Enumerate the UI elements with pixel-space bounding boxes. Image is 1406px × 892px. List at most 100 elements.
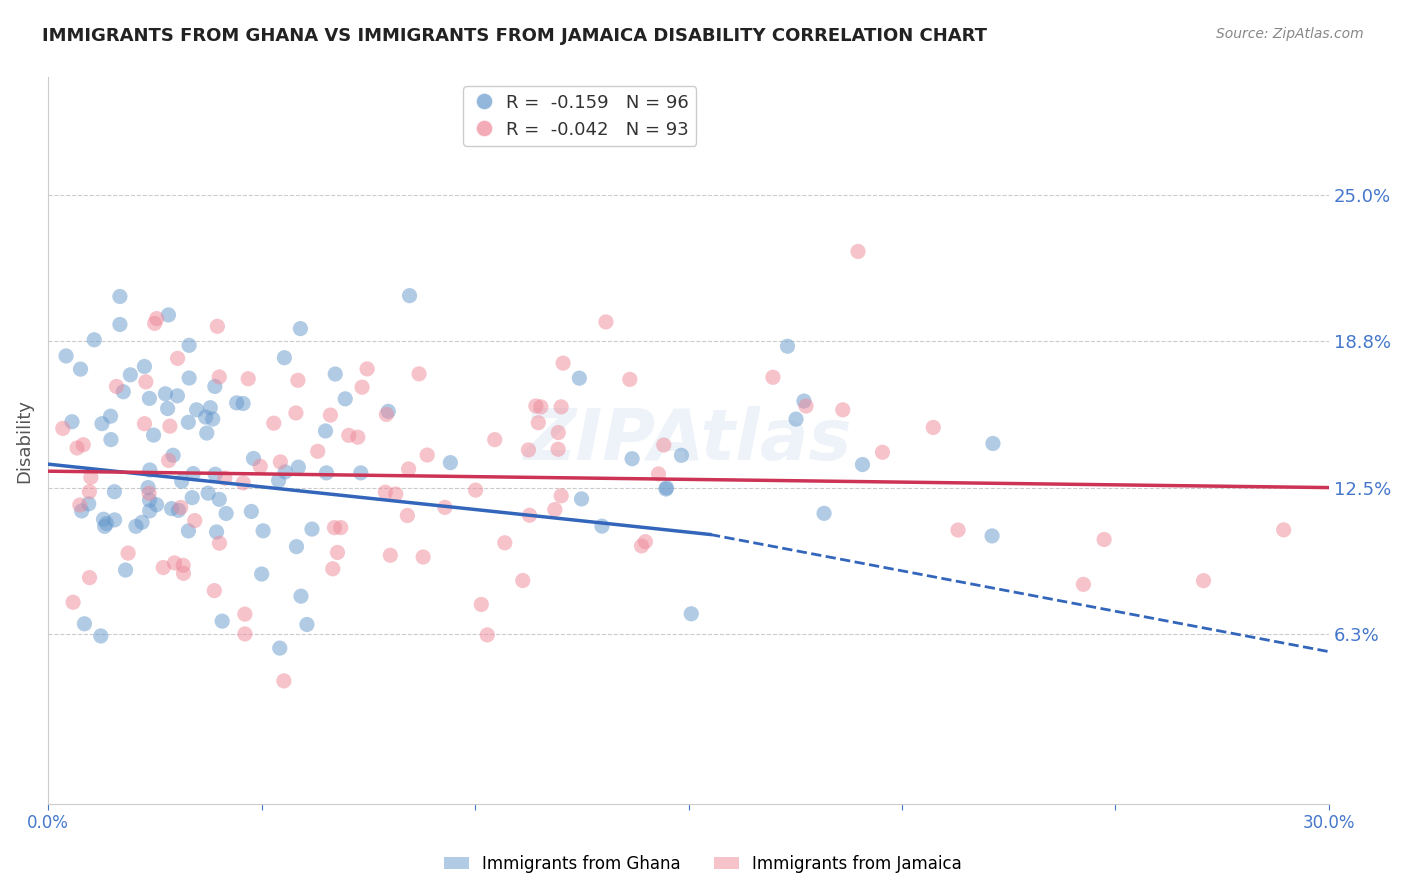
Immigrants from Jamaica: [527, 416, 550, 430]
Immigrants from Jamaica: [794, 399, 817, 413]
Immigrants from Ghana: [197, 486, 219, 500]
Immigrants from Ghana: [167, 503, 190, 517]
Immigrants from Jamaica: [384, 487, 406, 501]
Immigrants from Ghana: [157, 308, 180, 322]
Immigrants from Ghana: [240, 504, 263, 518]
Immigrants from Ghana: [398, 288, 420, 302]
Immigrants from Jamaica: [634, 534, 657, 549]
Immigrants from Ghana: [120, 368, 142, 382]
Immigrants from Jamaica: [356, 362, 378, 376]
Immigrants from Ghana: [225, 396, 247, 410]
Immigrants from Jamaica: [872, 445, 894, 459]
Immigrants from Ghana: [205, 524, 228, 539]
Immigrants from Ghana: [93, 519, 115, 533]
Immigrants from Jamaica: [652, 438, 675, 452]
Immigrants from Ghana: [138, 392, 160, 406]
Immigrants from Ghana: [145, 498, 167, 512]
Immigrants from Ghana: [335, 392, 357, 406]
Immigrants from Ghana: [793, 394, 815, 409]
Immigrants from Ghana: [108, 318, 131, 332]
Immigrants from Jamaica: [550, 400, 572, 414]
Immigrants from Jamaica: [323, 520, 346, 534]
Immigrants from Jamaica: [547, 442, 569, 457]
Immigrants from Jamaica: [166, 351, 188, 366]
Immigrants from Ghana: [179, 371, 201, 385]
Immigrants from Jamaica: [524, 399, 547, 413]
Immigrants from Jamaica: [145, 311, 167, 326]
Immigrants from Jamaica: [208, 370, 231, 384]
Immigrants from Ghana: [568, 371, 591, 385]
Immigrants from Ghana: [114, 563, 136, 577]
Immigrants from Jamaica: [326, 545, 349, 559]
Immigrants from Ghana: [242, 451, 264, 466]
Immigrants from Ghana: [200, 401, 222, 415]
Immigrants from Ghana: [104, 513, 127, 527]
Immigrants from Jamaica: [172, 566, 194, 581]
Immigrants from Jamaica: [69, 498, 91, 512]
Immigrants from Ghana: [170, 475, 193, 489]
Immigrants from Jamaica: [135, 375, 157, 389]
Immigrants from Ghana: [813, 507, 835, 521]
Immigrants from Jamaica: [329, 520, 352, 534]
Immigrants from Ghana: [204, 379, 226, 393]
Immigrants from Jamaica: [163, 556, 186, 570]
Immigrants from Jamaica: [346, 430, 368, 444]
Immigrants from Ghana: [100, 409, 122, 424]
Immigrants from Jamaica: [477, 628, 499, 642]
Immigrants from Jamaica: [375, 408, 398, 422]
Immigrants from Jamaica: [233, 627, 256, 641]
Immigrants from Ghana: [323, 367, 346, 381]
Immigrants from Ghana: [274, 465, 297, 479]
Immigrants from Ghana: [134, 359, 156, 374]
Immigrants from Jamaica: [530, 400, 553, 414]
Immigrants from Ghana: [981, 529, 1004, 543]
Immigrants from Ghana: [655, 481, 678, 495]
Immigrants from Ghana: [671, 448, 693, 462]
Immigrants from Ghana: [77, 497, 100, 511]
Immigrants from Jamaica: [117, 546, 139, 560]
Immigrants from Jamaica: [202, 583, 225, 598]
Immigrants from Jamaica: [307, 444, 329, 458]
Immigrants from Jamaica: [134, 417, 156, 431]
Immigrants from Jamaica: [273, 673, 295, 688]
Immigrants from Jamaica: [1272, 523, 1295, 537]
Immigrants from Ghana: [73, 616, 96, 631]
Immigrants from Jamaica: [630, 539, 652, 553]
Immigrants from Ghana: [83, 333, 105, 347]
Immigrants from Jamaica: [62, 595, 84, 609]
Immigrants from Jamaica: [232, 475, 254, 490]
Immigrants from Ghana: [232, 396, 254, 410]
Text: ZIPAtlas: ZIPAtlas: [524, 406, 853, 475]
Immigrants from Ghana: [136, 481, 159, 495]
Immigrants from Ghana: [112, 384, 135, 399]
Immigrants from Jamaica: [464, 483, 486, 497]
Immigrants from Jamaica: [79, 484, 101, 499]
Immigrants from Ghana: [131, 516, 153, 530]
Immigrants from Ghana: [179, 338, 201, 352]
Immigrants from Jamaica: [412, 549, 434, 564]
Immigrants from Jamaica: [647, 467, 669, 481]
Immigrants from Ghana: [981, 436, 1004, 450]
Immigrants from Ghana: [93, 512, 115, 526]
Immigrants from Ghana: [138, 504, 160, 518]
Text: IMMIGRANTS FROM GHANA VS IMMIGRANTS FROM JAMAICA DISABILITY CORRELATION CHART: IMMIGRANTS FROM GHANA VS IMMIGRANTS FROM…: [42, 27, 987, 45]
Immigrants from Jamaica: [352, 380, 374, 394]
Immigrants from Ghana: [201, 412, 224, 426]
Immigrants from Ghana: [252, 524, 274, 538]
Legend: R =  -0.159   N = 96, R =  -0.042   N = 93: R = -0.159 N = 96, R = -0.042 N = 93: [463, 87, 696, 146]
Immigrants from Ghana: [195, 425, 218, 440]
Immigrants from Ghana: [295, 617, 318, 632]
Immigrants from Jamaica: [66, 441, 89, 455]
Immigrants from Jamaica: [208, 536, 231, 550]
Immigrants from Ghana: [350, 466, 373, 480]
Immigrants from Jamaica: [470, 598, 492, 612]
Immigrants from Ghana: [250, 567, 273, 582]
Immigrants from Ghana: [681, 607, 703, 621]
Immigrants from Jamaica: [249, 459, 271, 474]
Immigrants from Ghana: [591, 519, 613, 533]
Immigrants from Ghana: [125, 519, 148, 533]
Immigrants from Ghana: [108, 289, 131, 303]
Immigrants from Jamaica: [408, 367, 430, 381]
Immigrants from Jamaica: [72, 438, 94, 452]
Immigrants from Ghana: [70, 504, 93, 518]
